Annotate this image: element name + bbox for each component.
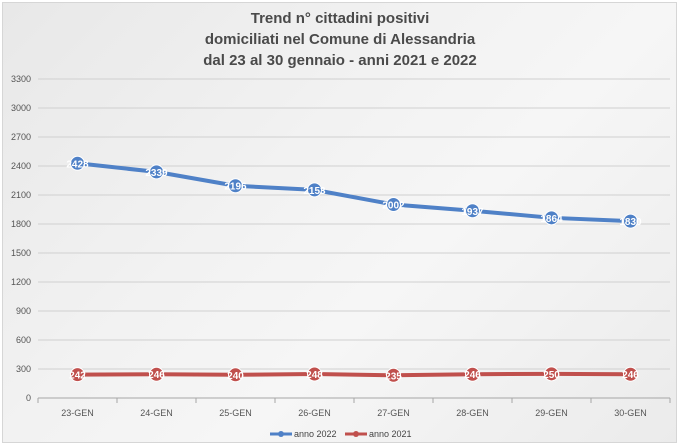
- chart-title-line-1: Trend n° cittadini positivi: [250, 10, 430, 27]
- data-point-2022: [149, 164, 164, 180]
- data-point-2022: [544, 210, 559, 226]
- data-point-2021: [70, 367, 85, 383]
- data-point-2021: [623, 366, 638, 382]
- y-tick-label: 3300: [11, 74, 31, 84]
- data-label-2021: 250: [543, 370, 560, 381]
- y-tick-label: 2100: [11, 190, 31, 200]
- data-point-2021: [465, 366, 480, 382]
- data-point-2022: [70, 155, 85, 171]
- x-tick-label: 28-GEN: [456, 408, 489, 418]
- chart-title-line-3: dal 23 al 30 gennaio - anni 2021 e 2022: [203, 52, 477, 69]
- legend-marker-2022: [278, 431, 284, 437]
- data-point-2021: [228, 367, 243, 383]
- data-point-2022: [386, 196, 401, 212]
- data-label-2022: 2153: [303, 186, 326, 197]
- chart-title-line-2: domiciliati nel Comune di Alessandria: [204, 31, 476, 48]
- data-point-2022: [465, 203, 480, 219]
- y-tick-label: 2700: [11, 132, 31, 142]
- y-tick-label: 300: [16, 364, 31, 374]
- data-label-2022: 2002: [382, 200, 405, 211]
- x-tick-label: 26-GEN: [298, 408, 331, 418]
- y-tick-label: 2400: [11, 161, 31, 171]
- x-tick-label: 30-GEN: [614, 408, 647, 418]
- data-label-2021: 246: [464, 370, 481, 381]
- legend-marker-2021: [353, 431, 359, 437]
- data-point-2021: [386, 367, 401, 383]
- y-tick-label: 3000: [11, 103, 31, 113]
- data-label-2022: 2339: [145, 168, 168, 179]
- data-label-2021: 240: [227, 371, 244, 382]
- data-label-2022: 1830: [619, 217, 642, 228]
- data-label-2021: 248: [306, 370, 323, 381]
- series-line-2021: [75, 371, 633, 378]
- legend-label-2021: anno 2021: [369, 429, 412, 439]
- legend-label-2022: anno 2022: [294, 429, 337, 439]
- data-label-2021: 246: [148, 370, 165, 381]
- data-point-2021: [307, 366, 322, 382]
- y-tick-label: 0: [26, 393, 31, 403]
- x-tick-label: 23-GEN: [61, 408, 94, 418]
- data-label-2022: 1864: [540, 214, 563, 225]
- x-tick-label: 29-GEN: [535, 408, 568, 418]
- x-tick-label: 27-GEN: [377, 408, 410, 418]
- data-label-2022: 2196: [224, 182, 247, 193]
- y-tick-label: 1500: [11, 248, 31, 258]
- data-point-2022: [228, 178, 243, 194]
- series-line-2022: [75, 161, 633, 224]
- y-tick-label: 1200: [11, 277, 31, 287]
- data-label-2022: 2428: [66, 159, 89, 170]
- data-label-2021: 242: [69, 371, 86, 382]
- data-point-2021: [544, 366, 559, 382]
- data-point-2021: [149, 366, 164, 382]
- data-point-2022: [623, 213, 638, 229]
- chart-title: Trend n° cittadini positivi domiciliati …: [0, 8, 680, 71]
- x-tick-label: 25-GEN: [219, 408, 252, 418]
- y-tick-label: 1800: [11, 219, 31, 229]
- data-label-2021: 246: [622, 370, 639, 381]
- y-tick-label: 600: [16, 335, 31, 345]
- data-point-2022: [307, 182, 322, 198]
- x-tick-label: 24-GEN: [140, 408, 173, 418]
- data-label-2022: 1937: [461, 207, 484, 218]
- y-tick-label: 900: [16, 306, 31, 316]
- data-label-2021: 235: [385, 371, 402, 382]
